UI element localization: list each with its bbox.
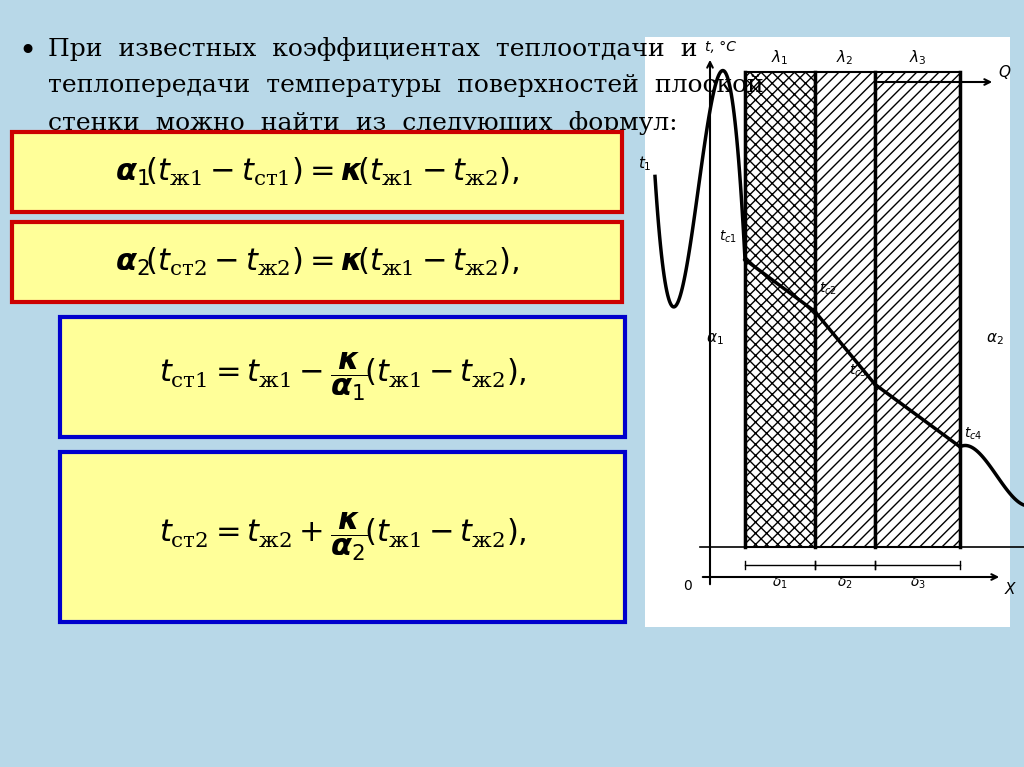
Text: $\lambda_2$: $\lambda_2$ bbox=[837, 48, 854, 67]
Text: 0: 0 bbox=[683, 579, 692, 593]
Text: $\alpha_2$: $\alpha_2$ bbox=[986, 331, 1004, 347]
Text: X: X bbox=[1005, 582, 1016, 597]
Text: $\delta_3$: $\delta_3$ bbox=[909, 575, 926, 591]
FancyBboxPatch shape bbox=[12, 132, 622, 212]
Text: $\alpha_1$: $\alpha_1$ bbox=[707, 331, 724, 347]
Bar bbox=[745, 72, 815, 547]
Text: $\lambda_3$: $\lambda_3$ bbox=[908, 48, 927, 67]
Text: $t_{\mathregular{ст1}} = t_{\mathregular{ж1}} - \dfrac{\boldsymbol{\kappa}}{\bol: $t_{\mathregular{ст1}} = t_{\mathregular… bbox=[159, 351, 526, 403]
FancyBboxPatch shape bbox=[12, 222, 622, 302]
Text: $t_{c1}$: $t_{c1}$ bbox=[719, 229, 737, 245]
FancyBboxPatch shape bbox=[60, 317, 625, 437]
Text: теплопередачи  температуры  поверхностей  плоской: теплопередачи температуры поверхностей п… bbox=[48, 74, 764, 97]
Text: $\delta_1$: $\delta_1$ bbox=[772, 575, 787, 591]
Text: Q: Q bbox=[998, 65, 1010, 80]
FancyBboxPatch shape bbox=[645, 37, 1010, 627]
Bar bbox=[815, 72, 874, 547]
Text: $\boldsymbol{\alpha}_1\!\left(t_{\mathregular{ж1}} - t_{\mathregular{ст1}}\right: $\boldsymbol{\alpha}_1\!\left(t_{\mathre… bbox=[115, 156, 519, 188]
Text: $t_{c2}$: $t_{c2}$ bbox=[819, 280, 837, 297]
Text: •: • bbox=[18, 37, 36, 68]
Text: $t_{\mathregular{ст2}} = t_{\mathregular{ж2}} + \dfrac{\boldsymbol{\kappa}}{\bol: $t_{\mathregular{ст2}} = t_{\mathregular… bbox=[159, 511, 526, 563]
Text: $t_1$: $t_1$ bbox=[638, 155, 652, 173]
Text: При  известных  коэффициентах  теплоотдачи  и: При известных коэффициентах теплоотдачи … bbox=[48, 37, 697, 61]
Text: $t_{c3}$: $t_{c3}$ bbox=[849, 363, 867, 380]
Text: $\lambda_1$: $\lambda_1$ bbox=[771, 48, 788, 67]
FancyBboxPatch shape bbox=[60, 452, 625, 622]
Text: $\delta_2$: $\delta_2$ bbox=[838, 575, 853, 591]
Text: $t_{c4}$: $t_{c4}$ bbox=[964, 426, 982, 442]
Text: t, °C: t, °C bbox=[705, 40, 736, 54]
Text: стенки  можно  найти  из  следующих  формул:: стенки можно найти из следующих формул: bbox=[48, 111, 678, 135]
Text: $\boldsymbol{\alpha}_2\!\left(t_{\mathregular{ст2}} - t_{\mathregular{ж2}}\right: $\boldsymbol{\alpha}_2\!\left(t_{\mathre… bbox=[115, 246, 519, 278]
Bar bbox=[874, 72, 961, 547]
